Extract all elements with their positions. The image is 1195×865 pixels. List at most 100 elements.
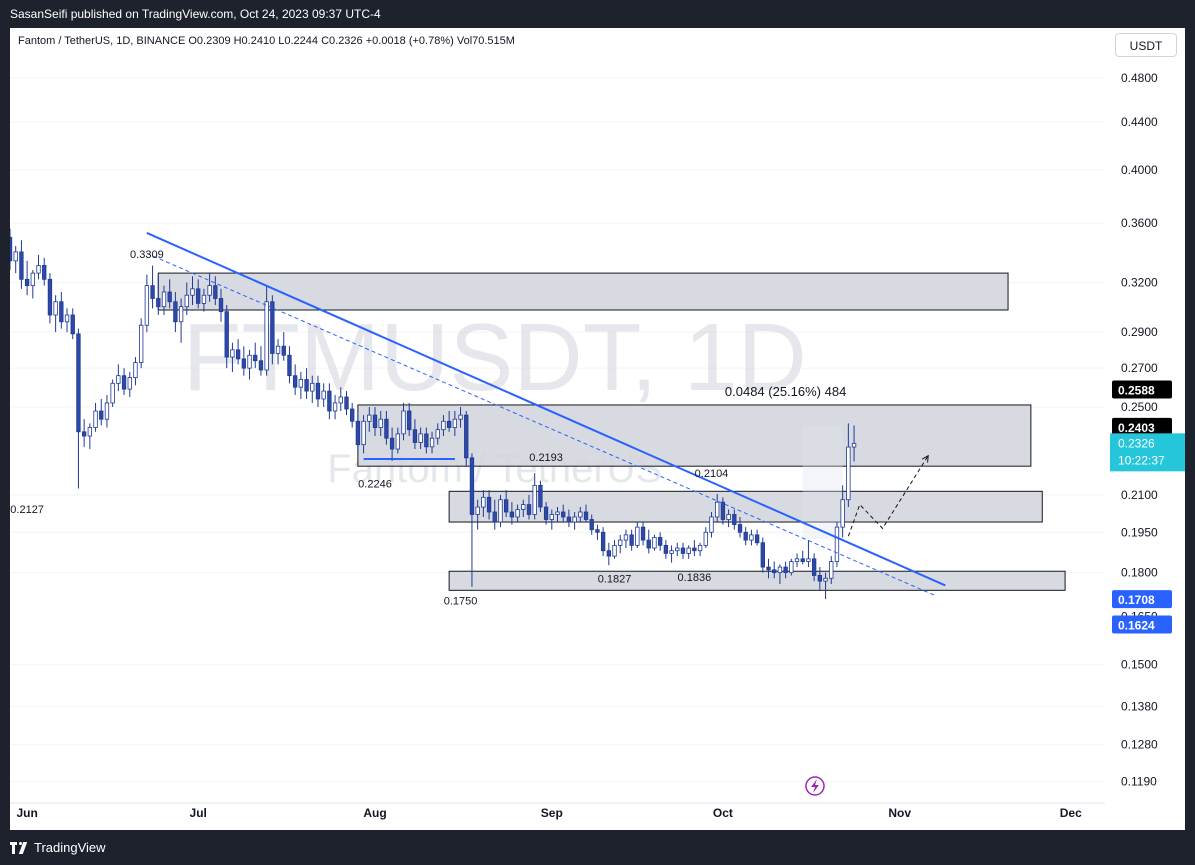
time-axis[interactable]: Jun Jul Aug Sep Oct Nov Dec (10, 776, 1105, 820)
candle[interactable] (561, 504, 566, 523)
chart-frame[interactable]: FTMUSDT, 1D Fantom / TetherUS 0.0484 (25.… (10, 28, 1185, 830)
candle[interactable] (310, 375, 315, 403)
candle[interactable] (834, 522, 840, 568)
candle[interactable] (315, 375, 321, 407)
candle[interactable] (64, 308, 70, 333)
measure-box[interactable] (802, 425, 843, 540)
candle[interactable] (715, 493, 720, 523)
candle[interactable] (829, 556, 834, 584)
candle[interactable] (760, 537, 765, 573)
trendline[interactable] (146, 232, 946, 587)
candle[interactable] (429, 431, 435, 454)
candle[interactable] (167, 279, 172, 309)
candle[interactable] (121, 368, 127, 396)
candle[interactable] (304, 368, 309, 399)
candle[interactable] (99, 398, 104, 426)
candle[interactable] (663, 540, 669, 559)
projection-path[interactable] (847, 455, 929, 537)
candle[interactable] (498, 494, 503, 528)
candle[interactable] (521, 499, 526, 517)
candle[interactable] (703, 527, 708, 549)
candle[interactable] (646, 529, 651, 554)
lightning-icon[interactable] (805, 776, 825, 796)
price-tag[interactable]: 0.2403 (1112, 417, 1172, 436)
candle[interactable] (606, 542, 611, 566)
candle[interactable] (378, 411, 383, 437)
price-axis[interactable]: 0.4800 0.4400 0.4000 0.3600 0.3200 0.2900 0.27… (1105, 28, 1185, 803)
candle[interactable] (543, 502, 549, 525)
candle[interactable] (589, 514, 594, 535)
candle[interactable] (469, 453, 475, 587)
candle[interactable] (435, 423, 440, 445)
candle[interactable] (635, 522, 640, 549)
candle[interactable] (10, 228, 13, 271)
candle[interactable] (173, 292, 178, 333)
candle[interactable] (686, 545, 691, 559)
candle[interactable] (327, 383, 332, 420)
candle[interactable] (287, 346, 292, 384)
zone-rectangle-2[interactable] (357, 404, 1032, 467)
candle[interactable] (196, 279, 201, 309)
candle[interactable] (42, 257, 47, 286)
price-tag[interactable]: 0.2588 (1112, 380, 1172, 399)
candle[interactable] (777, 564, 783, 584)
drawings[interactable] (146, 232, 946, 596)
candle[interactable] (338, 387, 343, 412)
candle[interactable] (270, 295, 275, 365)
candle[interactable] (418, 427, 423, 450)
candle[interactable] (395, 427, 400, 454)
candle[interactable] (578, 507, 583, 523)
candle[interactable] (367, 406, 372, 432)
candle[interactable] (481, 490, 486, 517)
candle[interactable] (549, 509, 554, 530)
candle[interactable] (612, 540, 617, 559)
candle[interactable] (298, 371, 304, 399)
candle[interactable] (281, 332, 286, 361)
candle[interactable] (53, 295, 58, 333)
candle[interactable] (184, 282, 189, 316)
candle[interactable] (110, 379, 115, 407)
candle[interactable] (389, 427, 395, 461)
candle[interactable] (509, 502, 515, 525)
zone-rectangle-4[interactable] (448, 570, 1066, 591)
candle[interactable] (361, 415, 366, 454)
candle[interactable] (846, 423, 851, 508)
candle[interactable] (640, 522, 646, 546)
candle[interactable] (36, 254, 41, 280)
candle[interactable] (424, 427, 429, 454)
candle[interactable] (732, 509, 737, 530)
candle[interactable] (572, 511, 577, 530)
candle[interactable] (720, 497, 726, 525)
candle[interactable] (19, 240, 24, 289)
candle[interactable] (59, 292, 64, 329)
candle[interactable] (657, 532, 663, 551)
candle[interactable] (150, 265, 155, 309)
candle[interactable] (811, 553, 817, 582)
candle[interactable] (355, 411, 361, 454)
candle[interactable] (600, 527, 606, 557)
candle[interactable] (526, 494, 532, 520)
dashed-trendline[interactable] (146, 252, 935, 596)
candle[interactable] (70, 308, 75, 340)
candle[interactable] (30, 270, 35, 299)
candle[interactable] (675, 542, 680, 557)
candle[interactable] (629, 529, 634, 551)
candle[interactable] (127, 371, 132, 397)
candle[interactable] (532, 473, 537, 520)
candle[interactable] (669, 545, 674, 563)
candle[interactable] (247, 349, 252, 380)
price-tag[interactable]: 0.1624 (1112, 615, 1172, 634)
candle[interactable] (800, 550, 805, 565)
candle[interactable] (372, 406, 378, 437)
candle[interactable] (486, 490, 492, 520)
candle[interactable] (697, 542, 703, 557)
candle[interactable] (275, 339, 281, 365)
candle[interactable] (190, 276, 195, 306)
candle[interactable] (692, 540, 697, 557)
candle[interactable] (652, 534, 657, 551)
candle[interactable] (464, 411, 469, 467)
candle[interactable] (264, 285, 269, 376)
candle[interactable] (218, 288, 224, 322)
candle[interactable] (851, 425, 857, 462)
candle[interactable] (13, 245, 18, 274)
